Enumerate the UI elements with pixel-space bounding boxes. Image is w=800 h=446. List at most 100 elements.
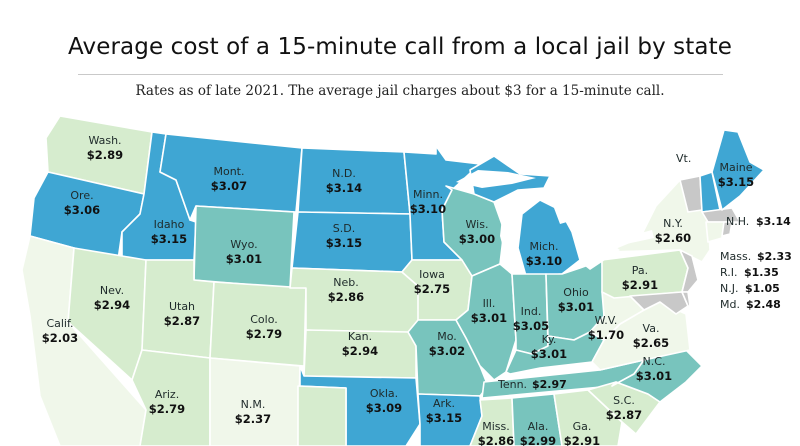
- state-ME[interactable]: [711, 129, 765, 211]
- label-value-ND: $3.14: [326, 181, 362, 195]
- label-name-MN: Minn.: [413, 188, 443, 201]
- label-value-MD: $2.48: [746, 298, 781, 311]
- state-TX[interactable]: [297, 385, 347, 446]
- label-name-MT: Mont.: [213, 165, 244, 178]
- label-value-GA: $2.91: [564, 434, 600, 446]
- label-name-NC: N.C.: [643, 355, 666, 368]
- state-NC[interactable]: [611, 349, 703, 403]
- label-name-IA: Iowa: [419, 268, 445, 281]
- label-value-MA: $2.33: [757, 250, 792, 263]
- label-name-MI: Mich.: [529, 240, 558, 253]
- label-value-PA: $2.91: [622, 278, 658, 292]
- label-value-SC: $2.87: [606, 408, 642, 422]
- state-AR[interactable]: [417, 393, 483, 446]
- label-name-SC: S.C.: [613, 394, 635, 407]
- label-name-GA: Ga.: [573, 420, 592, 433]
- state-RI[interactable]: [721, 221, 733, 237]
- label-name-RI: R.I.: [720, 266, 738, 279]
- label-name-OR: Ore.: [70, 189, 93, 202]
- label-name-NJ: N.J.: [720, 282, 738, 295]
- label-name-PA: Pa.: [632, 264, 648, 277]
- state-GA[interactable]: [553, 389, 623, 446]
- label-value-OH: $3.01: [558, 300, 594, 314]
- state-KY[interactable]: [505, 331, 605, 375]
- state-CT[interactable]: [705, 221, 725, 243]
- lake-ontario: [622, 230, 654, 244]
- label-value-MN: $3.10: [410, 202, 446, 216]
- lake-michigan: [500, 198, 518, 266]
- label-name-NM: N.M.: [241, 398, 266, 411]
- page-title: Average cost of a 15-minute call from a …: [68, 34, 732, 60]
- label-value-MO: $3.02: [429, 344, 465, 358]
- label-name-IN: Ind.: [521, 305, 542, 318]
- state-MS[interactable]: [469, 397, 515, 446]
- label-value-AZ: $2.79: [149, 402, 185, 416]
- label-value-NY: $2.60: [655, 231, 691, 245]
- label-value-IN: $3.05: [513, 319, 549, 333]
- state-DE[interactable]: [681, 291, 691, 307]
- label-value-VA: $2.65: [633, 336, 669, 350]
- state-shapes: [21, 115, 765, 446]
- label-value-MT: $3.07: [211, 179, 247, 193]
- lake-erie: [580, 244, 620, 270]
- title-divider: [78, 74, 723, 75]
- label-value-MI: $3.10: [526, 254, 562, 268]
- label-value-AL: $2.99: [520, 434, 556, 446]
- label-value-WA: $2.89: [87, 148, 123, 162]
- state-AL[interactable]: [511, 393, 563, 446]
- label-name-OH: Ohio: [563, 286, 589, 299]
- state-NM[interactable]: [209, 357, 301, 446]
- label-value-SD: $3.15: [326, 236, 362, 250]
- label-value-NH: $3.14: [756, 215, 791, 228]
- label-name-KS: Kan.: [348, 330, 372, 343]
- label-name-IL: Ill.: [483, 297, 496, 310]
- label-name-TN: Tenn.: [497, 378, 527, 391]
- label-name-NV: Nev.: [100, 284, 124, 297]
- label-value-MS: $2.86: [478, 434, 514, 446]
- label-name-AZ: Ariz.: [155, 388, 179, 401]
- lake-superior: [456, 170, 536, 188]
- label-value-NV: $2.94: [94, 298, 130, 312]
- label-value-ME: $3.15: [718, 175, 754, 189]
- label-name-AR: Ark.: [433, 397, 455, 410]
- label-value-AR: $3.15: [426, 411, 462, 425]
- label-name-MD: Md.: [720, 298, 740, 311]
- label-name-MA: Mass.: [720, 250, 751, 263]
- label-value-KS: $2.94: [342, 344, 378, 358]
- label-value-OR: $3.06: [64, 203, 100, 217]
- label-value-KY: $3.01: [531, 347, 567, 361]
- page-subtitle: Rates as of late 2021. The average jail …: [135, 83, 665, 99]
- lake-huron: [548, 192, 574, 224]
- label-value-WV: $1.70: [588, 328, 624, 342]
- state-IL[interactable]: [455, 263, 517, 381]
- label-name-MO: Mo.: [437, 330, 457, 343]
- label-name-OK: Okla.: [370, 387, 398, 400]
- label-name-VT: Vt.: [676, 152, 691, 165]
- label-name-UT: Utah: [169, 300, 195, 313]
- label-name-CO: Colo.: [250, 313, 278, 326]
- label-value-WI: $3.00: [459, 232, 495, 246]
- label-name-CA: Calif.: [46, 317, 73, 330]
- label-value-OK: $3.09: [366, 401, 402, 415]
- label-name-KY: Ky.: [542, 333, 557, 346]
- label-value-NJ: $1.05: [745, 282, 780, 295]
- label-name-SD: S.D.: [333, 222, 355, 235]
- label-value-NM: $2.37: [235, 412, 271, 426]
- label-name-WI: Wis.: [466, 218, 489, 231]
- label-value-WY: $3.01: [226, 252, 262, 266]
- great-lakes: [456, 170, 654, 270]
- state-labels: Wash. $2.89 Ore. $3.06 Idaho $3.15 Mont.…: [42, 134, 792, 446]
- label-value-IL: $3.01: [471, 311, 507, 325]
- label-value-UT: $2.87: [164, 314, 200, 328]
- label-name-ID: Idaho: [154, 218, 185, 231]
- label-value-CO: $2.79: [246, 327, 282, 341]
- label-name-WA: Wash.: [88, 134, 121, 147]
- label-name-AL: Ala.: [528, 420, 549, 433]
- label-name-WY: Wyo.: [230, 238, 257, 251]
- label-name-WV: W.V.: [595, 314, 618, 327]
- label-value-IA: $2.75: [414, 282, 450, 296]
- label-value-NE: $2.86: [328, 290, 364, 304]
- label-name-ND: N.D.: [332, 167, 356, 180]
- label-name-NY: N.Y.: [663, 217, 683, 230]
- label-name-ME: Maine: [719, 161, 752, 174]
